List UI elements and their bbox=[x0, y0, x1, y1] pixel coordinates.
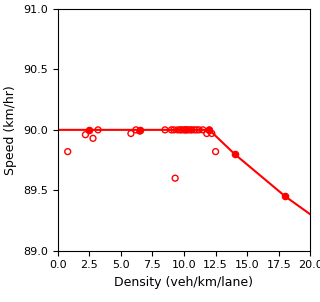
Point bbox=[283, 194, 288, 199]
Point bbox=[207, 127, 212, 132]
Point bbox=[209, 131, 214, 136]
Point bbox=[213, 149, 218, 154]
Point bbox=[200, 127, 205, 132]
Point bbox=[183, 127, 188, 132]
Point bbox=[128, 131, 133, 136]
Point bbox=[172, 176, 178, 181]
Point bbox=[137, 129, 142, 133]
Point bbox=[194, 127, 199, 132]
Point bbox=[65, 149, 70, 154]
Point bbox=[196, 127, 202, 132]
Point bbox=[188, 127, 193, 132]
Point bbox=[83, 132, 88, 137]
Point bbox=[179, 127, 184, 132]
Point bbox=[184, 127, 189, 132]
Point bbox=[169, 127, 174, 132]
Point bbox=[189, 127, 194, 132]
Point bbox=[232, 152, 237, 156]
Y-axis label: Speed (km/hr): Speed (km/hr) bbox=[4, 85, 18, 175]
Point bbox=[95, 127, 100, 132]
X-axis label: Density (veh/km/lane): Density (veh/km/lane) bbox=[115, 276, 253, 289]
Point bbox=[192, 127, 197, 132]
Point bbox=[175, 127, 180, 132]
Point bbox=[91, 136, 96, 141]
Point bbox=[137, 127, 142, 132]
Point bbox=[207, 127, 212, 132]
Point bbox=[87, 127, 92, 132]
Point bbox=[185, 127, 190, 132]
Point bbox=[133, 127, 139, 132]
Point bbox=[178, 127, 183, 132]
Point bbox=[163, 127, 168, 132]
Point bbox=[204, 131, 209, 136]
Point bbox=[171, 127, 176, 132]
Point bbox=[181, 127, 187, 132]
